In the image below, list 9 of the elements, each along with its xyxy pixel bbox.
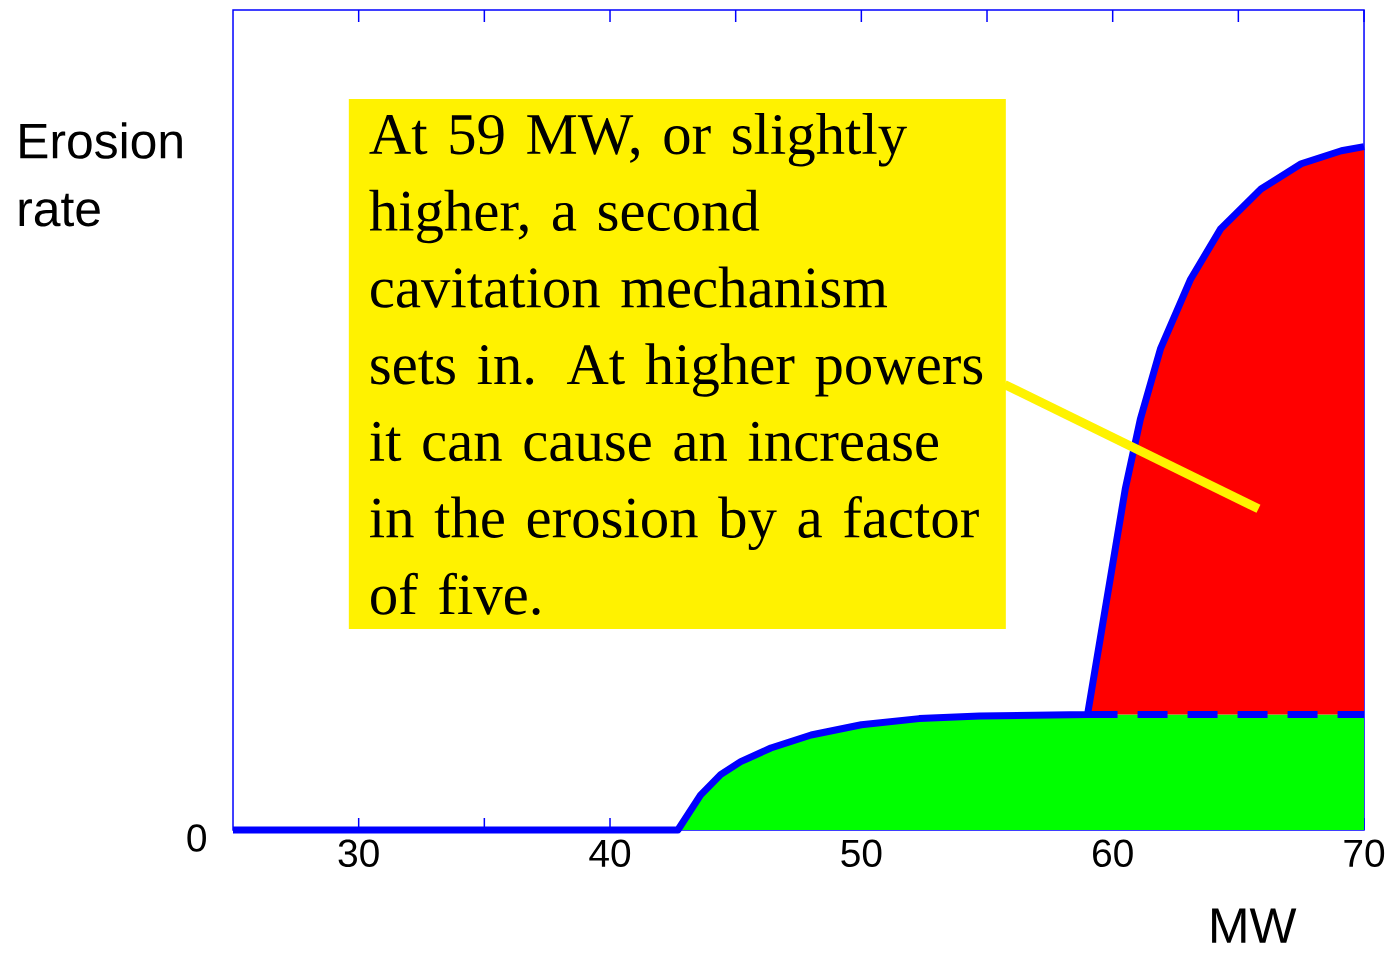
x-axis-title: MW: [1212, 908, 1297, 943]
x-tick-label: 50: [841, 839, 882, 868]
x-tick-label: 70: [1344, 839, 1385, 868]
x-tick-label: 40: [589, 839, 631, 868]
x-tick-label: 60: [1093, 839, 1133, 868]
x-tick-label: 30: [338, 839, 379, 868]
annotation: At 59 MW, or slightly higher, a second cavitation mechanism sets in. At higher powers it can cause an increase in the erosion by a factor of five.: [369, 113, 983, 615]
y-axis-title: Erosion rate: [19, 122, 182, 227]
text: 0: [187, 824, 206, 852]
